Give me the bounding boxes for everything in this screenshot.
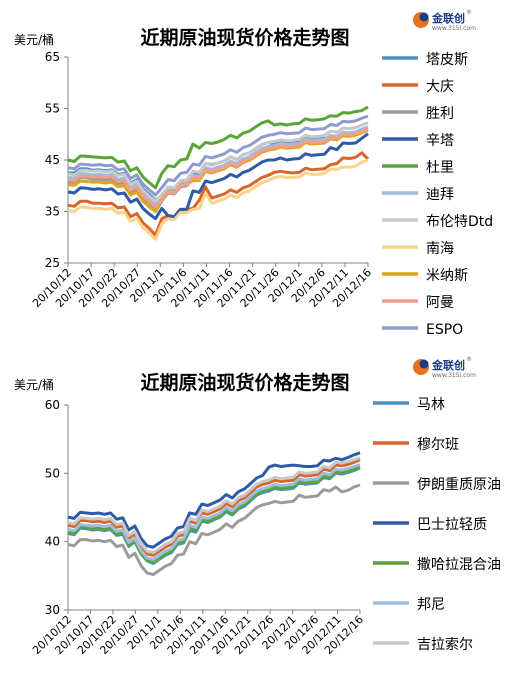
legend-label: 巴士拉轻质	[417, 517, 487, 533]
legend-label: 南海	[426, 241, 454, 257]
legend-label: 布伦特Dtd	[426, 214, 493, 230]
series-line-2	[67, 151, 370, 237]
y-tick-label: 50	[45, 466, 60, 480]
legend-label: 杜里	[426, 160, 454, 176]
chart-panel-2: 近期原油现货价格走势图 美元/桶 金联创 ® www.315i.com 30 40…	[0, 345, 522, 692]
series-line-5	[67, 465, 361, 564]
series-line-3	[67, 483, 361, 576]
legend-label: 马林	[417, 397, 445, 413]
logo-brand: 金联创	[431, 358, 465, 372]
series-line-6	[67, 125, 369, 206]
y-tick-label: 55	[45, 102, 60, 116]
series-line-7	[67, 456, 361, 555]
logo-site: www.315i.com	[432, 25, 476, 32]
legend-label: 吉拉索尔	[417, 636, 473, 653]
legend-label: 穆尔班	[417, 437, 459, 453]
logo-site: www.315i.com	[432, 372, 476, 379]
y-tick-label: 45	[45, 153, 60, 167]
series-line-11	[67, 114, 369, 197]
legend-label: 伊朗重质原油	[417, 477, 501, 493]
legend-label: 塔皮斯	[426, 52, 468, 68]
y-tick-label: 60	[45, 398, 60, 412]
series-line-4	[67, 132, 369, 221]
legend-label: 迪拜	[426, 187, 454, 203]
series-line-10	[67, 127, 369, 209]
legend-label: 辛塔	[426, 133, 454, 149]
y-tick-label: 25	[45, 256, 60, 270]
legend-label: 阿曼	[426, 295, 454, 311]
plot-area: 253545556520/10/1220/10/1720/10/2220/10/…	[30, 50, 374, 310]
chart-title: 近期原油现货价格走势图	[140, 26, 349, 49]
logo-brand: 金联创	[431, 11, 465, 25]
y-tick-label: 35	[45, 205, 60, 219]
y-unit-label: 美元/桶	[14, 32, 54, 47]
legend-label: 邦尼	[417, 597, 445, 613]
legend-label: 胜利	[426, 106, 454, 122]
price-chart-2: 近期原油现货价格走势图 美元/桶 金联创 ® www.315i.com 30 40…	[14, 356, 501, 657]
legend-label: 大庆	[426, 79, 454, 95]
legend-label: 撒哈拉混合油	[417, 557, 501, 573]
series-line-8	[67, 158, 369, 241]
logo-registered: ®	[466, 9, 472, 16]
y-tick-label: 30	[45, 603, 60, 617]
price-chart-1: 近期原油现货价格走势图 美元/桶 金联创 ® www.315i.com 25 35…	[14, 9, 493, 338]
chart-title: 近期原油现货价格走势图	[140, 371, 349, 394]
brand-logo: 金联创 ® www.315i.com	[413, 356, 476, 379]
series-line-6	[67, 463, 361, 561]
series-line-2	[67, 458, 361, 557]
series-line-7	[67, 121, 369, 203]
logo-registered: ®	[466, 356, 472, 363]
chart-panel-1: 近期原油现货价格走势图 美元/桶 金联创 ® www.315i.com 25 35…	[0, 0, 522, 345]
y-tick-label: 40	[45, 535, 60, 549]
legend-label: 米纳斯	[426, 268, 468, 284]
series-line-5	[67, 105, 369, 190]
plot-area: 3040506020/10/1220/10/1720/10/2220/10/27…	[30, 398, 366, 657]
brand-logo: 金联创 ® www.315i.com	[413, 9, 476, 32]
legend-label: ESPO	[426, 322, 463, 338]
series-line-4	[67, 451, 361, 549]
y-tick-label: 65	[45, 50, 60, 64]
y-unit-label: 美元/桶	[14, 377, 54, 392]
